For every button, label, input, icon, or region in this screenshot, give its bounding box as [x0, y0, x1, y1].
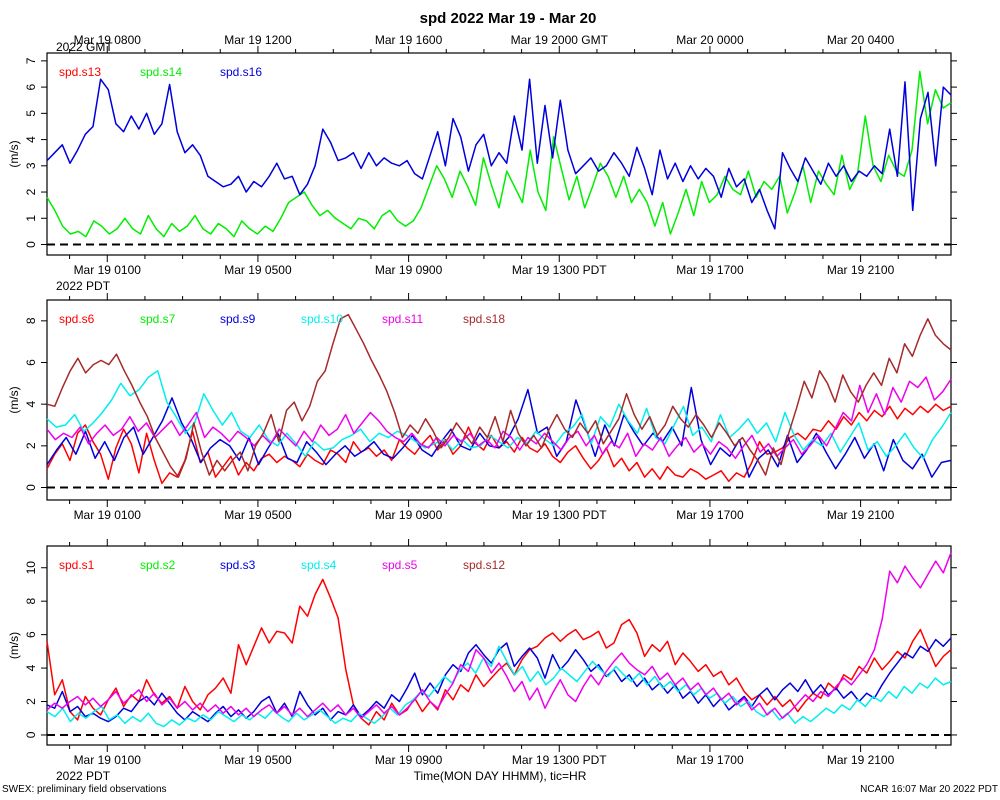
panel-frame: [46, 299, 952, 501]
y-tick-label: 2: [24, 698, 38, 705]
series-line-spd.s5: [46, 552, 952, 719]
y-tick-label: 6: [24, 359, 38, 366]
y-tick-label: 0: [24, 241, 38, 248]
legend-entry-spd.s10: spd.s10: [301, 312, 343, 326]
bottom-pdt-tick-label: Mar 19 2100: [827, 263, 895, 277]
y-tick-label: 1: [24, 215, 38, 222]
bottom-pdt-tick-label: Mar 19 2100: [827, 508, 895, 522]
chart-title: spd 2022 Mar 19 - Mar 20: [420, 10, 597, 27]
bottom-timezone-label: 2022 PDT: [56, 769, 111, 783]
y-tick-label: 2: [24, 442, 38, 449]
y-tick-label: 4: [24, 401, 38, 408]
legend-entry-spd.s2: spd.s2: [140, 558, 176, 572]
bottom-pdt-tick-label: Mar 19 1700: [676, 508, 744, 522]
bottom-pdt-tick-label: Mar 19 2100: [827, 753, 895, 767]
legend-entry-spd.s9: spd.s9: [220, 312, 256, 326]
top-timezone-label: 2022 GMT: [56, 40, 113, 54]
bottom-pdt-tick-label: Mar 19 1300 PDT: [512, 753, 607, 767]
top-gmt-tick-label: Mar 19 1200: [224, 33, 292, 47]
bottom-pdt-tick-label: Mar 19 1300 PDT: [512, 508, 607, 522]
y-axis-label: (m/s): [7, 386, 21, 413]
footer-left: SWEX: preliminary field observations: [2, 784, 167, 795]
series-line-spd.s9: [46, 386, 952, 478]
y-tick-label: 2: [24, 188, 38, 195]
legend-entry-spd.s18: spd.s18: [463, 312, 505, 326]
top-gmt-tick-label: Mar 20 0000: [676, 33, 744, 47]
bottom-pdt-tick-label: Mar 19 0500: [224, 753, 292, 767]
series-line-spd.s16: [46, 78, 952, 230]
y-tick-label: 8: [24, 317, 38, 324]
legend-entry-spd.s14: spd.s14: [140, 65, 182, 79]
y-tick-label: 3: [24, 162, 38, 169]
top-gmt-tick-label: Mar 19 0800: [74, 33, 142, 47]
panel-frame: [46, 545, 952, 746]
x-axis-label: Time(MON DAY HHMM), tic=HR: [414, 769, 587, 783]
legend-entry-spd.s4: spd.s4: [301, 558, 337, 572]
y-tick-label: 4: [24, 136, 38, 143]
bottom-pdt-tick-label: Mar 19 0100: [74, 753, 142, 767]
bottom-pdt-tick-label: Mar 19 0900: [375, 263, 443, 277]
legend-entry-spd.s12: spd.s12: [463, 558, 505, 572]
y-tick-label: 0: [24, 731, 38, 738]
y-axis-label: (m/s): [7, 140, 21, 167]
y-axis-label: (m/s): [7, 632, 21, 659]
bottom-pdt-tick-label: Mar 19 0900: [375, 508, 443, 522]
legend-entry-spd.s13: spd.s13: [59, 65, 101, 79]
bottom-pdt-tick-label: Mar 19 1300 PDT: [512, 263, 607, 277]
series-line-spd.s1: [46, 578, 952, 726]
top-gmt-tick-label: Mar 19 2000 GMT: [511, 33, 609, 47]
y-tick-label: 4: [24, 664, 38, 671]
y-tick-label: 0: [24, 484, 38, 491]
bottom-pdt-tick-label: Mar 19 0500: [224, 263, 292, 277]
top-gmt-tick-label: Mar 19 1600: [375, 33, 443, 47]
legend-entry-spd.s6: spd.s6: [59, 312, 95, 326]
series-line-spd.s6: [46, 403, 952, 485]
y-tick-label: 5: [24, 110, 38, 117]
series-line-spd.s3: [46, 637, 952, 723]
bottom-timezone-label: 2022 PDT: [56, 279, 111, 293]
legend-entry-spd.s3: spd.s3: [220, 558, 256, 572]
y-tick-label: 7: [24, 57, 38, 64]
y-tick-label: 6: [24, 631, 38, 638]
legend-entry-spd.s11: spd.s11: [382, 312, 423, 326]
series-line-spd.s11: [46, 376, 952, 460]
legend-entry-spd.s16: spd.s16: [220, 65, 262, 79]
bottom-pdt-tick-label: Mar 19 0100: [74, 508, 142, 522]
y-tick-label: 10: [24, 561, 38, 575]
series-line-spd.s18: [46, 313, 952, 478]
top-gmt-tick-label: Mar 20 0400: [827, 33, 895, 47]
bottom-pdt-tick-label: Mar 19 0900: [375, 753, 443, 767]
bottom-pdt-tick-label: Mar 19 0500: [224, 508, 292, 522]
bottom-pdt-tick-label: Mar 19 1700: [676, 263, 744, 277]
footer-right: NCAR 16:07 Mar 20 2022 PDT: [860, 784, 998, 795]
bottom-pdt-tick-label: Mar 19 1700: [676, 753, 744, 767]
bottom-pdt-tick-label: Mar 19 0100: [74, 263, 142, 277]
legend-entry-spd.s5: spd.s5: [382, 558, 418, 572]
series-line-spd.s10: [46, 370, 952, 460]
series-line-spd.s4: [46, 645, 952, 728]
legend-entry-spd.s7: spd.s7: [140, 312, 176, 326]
legend-entry-spd.s1: spd.s1: [59, 558, 95, 572]
y-tick-label: 8: [24, 598, 38, 605]
panel-frame: [46, 52, 952, 256]
y-tick-label: 6: [24, 83, 38, 90]
